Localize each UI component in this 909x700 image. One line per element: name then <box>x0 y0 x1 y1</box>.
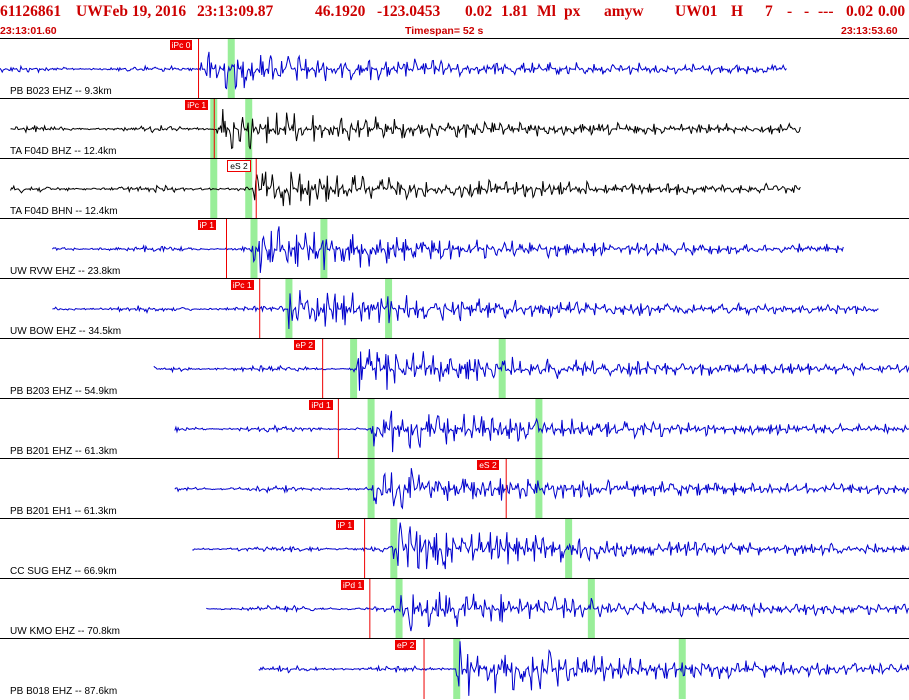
trace-panels[interactable]: iPc 0 PB B023 EHZ -- 9.3km iPc 1 TA F04D BH… <box>0 38 909 700</box>
analysis-window <box>285 279 293 339</box>
event-network: UW <box>76 3 103 20</box>
phase-pick-tag[interactable]: eP 2 <box>293 340 315 350</box>
waveform <box>52 226 844 273</box>
analysis-window <box>498 339 506 399</box>
event-user: amyw <box>604 3 644 20</box>
trace-canvas <box>174 399 909 459</box>
waveform <box>192 522 909 570</box>
phase-pick-tag[interactable]: iP 1 <box>197 220 216 230</box>
trace-label: UW BOW EHZ -- 34.5km <box>10 326 122 337</box>
event-magnitude: 1.81 <box>501 3 529 20</box>
event-type: H <box>731 3 744 20</box>
event-header: 61126861 UW Feb 19, 2016 23:13:09.87 46.… <box>0 0 909 38</box>
trace-canvas <box>10 99 801 159</box>
event-summary: 61126861 UW Feb 19, 2016 23:13:09.87 46.… <box>0 1 909 23</box>
waveform <box>206 591 909 632</box>
trace-label: PB B018 EHZ -- 87.6km <box>10 686 118 697</box>
event-lat: 46.1920 <box>315 3 366 20</box>
trace-canvas <box>52 219 844 279</box>
trace-canvas <box>10 159 801 219</box>
analysis-window <box>395 579 403 639</box>
phase-pick-tag[interactable]: iPc 1 <box>185 100 209 110</box>
trace-panel[interactable]: eP 2 PB B203 EHZ -- 54.9km <box>0 338 909 399</box>
trace-panel[interactable]: iPd 1 UW KMO EHZ -- 70.8km <box>0 578 909 639</box>
trace-label: PB B023 EHZ -- 9.3km <box>10 86 112 97</box>
trace-canvas <box>258 639 909 699</box>
timespan-label: Timespan= 52 s <box>405 25 484 37</box>
trace-panel[interactable]: iPd 1 PB B201 EHZ -- 61.3km <box>0 398 909 459</box>
phase-pick-tag[interactable]: iPd 1 <box>340 580 365 590</box>
trace-panel[interactable]: eS 2 TA F04D BHN -- 12.4km <box>0 158 909 219</box>
event-magtype: Ml <box>537 3 556 20</box>
trace-canvas <box>52 279 879 339</box>
event-depth: 0.02 <box>465 3 493 20</box>
waveform <box>174 410 909 453</box>
waveform <box>174 468 909 510</box>
waveform <box>0 51 787 90</box>
trace-label: UW RVW EHZ -- 23.8km <box>10 266 121 277</box>
waveform <box>52 290 879 330</box>
phase-pick-tag[interactable]: iPc 1 <box>230 280 254 290</box>
trace-canvas <box>153 339 909 399</box>
phase-pick-tag[interactable]: eS 2 <box>227 160 251 172</box>
trace-panel[interactable]: iP 1 UW RVW EHZ -- 23.8km <box>0 218 909 279</box>
waveform <box>10 171 801 207</box>
waveform <box>10 108 801 150</box>
event-time: 23:13:09.87 <box>197 3 274 20</box>
analysis-window <box>587 579 595 639</box>
analysis-window <box>250 219 258 279</box>
event-lon: -123.0453 <box>377 3 441 20</box>
trace-canvas <box>174 459 909 519</box>
event-nphases: 7 <box>765 3 773 20</box>
phase-pick-tag[interactable]: iP 1 <box>335 520 355 530</box>
analysis-window <box>390 519 398 579</box>
trace-label: PB B203 EHZ -- 54.9km <box>10 386 118 397</box>
phase-pick-tag[interactable]: eS 2 <box>477 460 499 470</box>
event-version: 01 <box>702 3 718 20</box>
trace-panel[interactable]: iPc 1 TA F04D BHZ -- 12.4km <box>0 98 909 159</box>
event-err: 0.00 <box>878 3 906 20</box>
trace-panel[interactable]: eP 2 PB B018 EHZ -- 87.6km <box>0 638 909 699</box>
analysis-window <box>453 639 461 699</box>
trace-label: PB B201 EHZ -- 61.3km <box>10 446 118 457</box>
trace-label: TA F04D BHZ -- 12.4km <box>10 146 117 157</box>
waveform <box>258 641 909 696</box>
trace-canvas <box>0 39 787 99</box>
phase-pick-tag[interactable]: iPc 0 <box>169 40 193 50</box>
trace-label: TA F04D BHN -- 12.4km <box>10 206 118 217</box>
trace-panel[interactable]: iPc 1 UW BOW EHZ -- 34.5km <box>0 278 909 339</box>
trace-panel[interactable]: iPc 0 PB B023 EHZ -- 9.3km <box>0 38 909 99</box>
waveform <box>153 349 909 391</box>
event-dash-3: --- <box>818 3 834 20</box>
trace-label: PB B201 EH1 -- 61.3km <box>10 506 117 517</box>
event-dash-1: - <box>787 3 793 20</box>
analysis-window <box>350 339 358 399</box>
event-dash-2: - <box>804 3 810 20</box>
phase-pick-tag[interactable]: eP 2 <box>395 640 417 650</box>
analysis-window <box>320 219 328 279</box>
event-source: UW <box>675 3 702 20</box>
event-date: Feb 19, 2016 <box>103 3 187 20</box>
trace-label: CC SUG EHZ -- 66.9km <box>10 566 117 577</box>
trace-canvas <box>192 519 909 579</box>
event-id: 61126861 <box>0 3 62 20</box>
trace-canvas <box>206 579 909 639</box>
analysis-window <box>535 459 543 519</box>
phase-pick-tag[interactable]: iPd 1 <box>309 400 333 410</box>
event-rms: 0.02 <box>846 3 874 20</box>
trace-panel[interactable]: eS 2 PB B201 EH1 -- 61.3km <box>0 458 909 519</box>
trace-label: UW KMO EHZ -- 70.8km <box>10 626 121 637</box>
event-unit: px <box>564 3 581 20</box>
time-bar: 23:13:01.60 Timespan= 52 s 23:13:53.60 <box>0 24 909 38</box>
time-end: 23:13:53.60 <box>841 25 898 37</box>
trace-panel[interactable]: iP 1 CC SUG EHZ -- 66.9km <box>0 518 909 579</box>
time-start: 23:13:01.60 <box>0 25 57 37</box>
